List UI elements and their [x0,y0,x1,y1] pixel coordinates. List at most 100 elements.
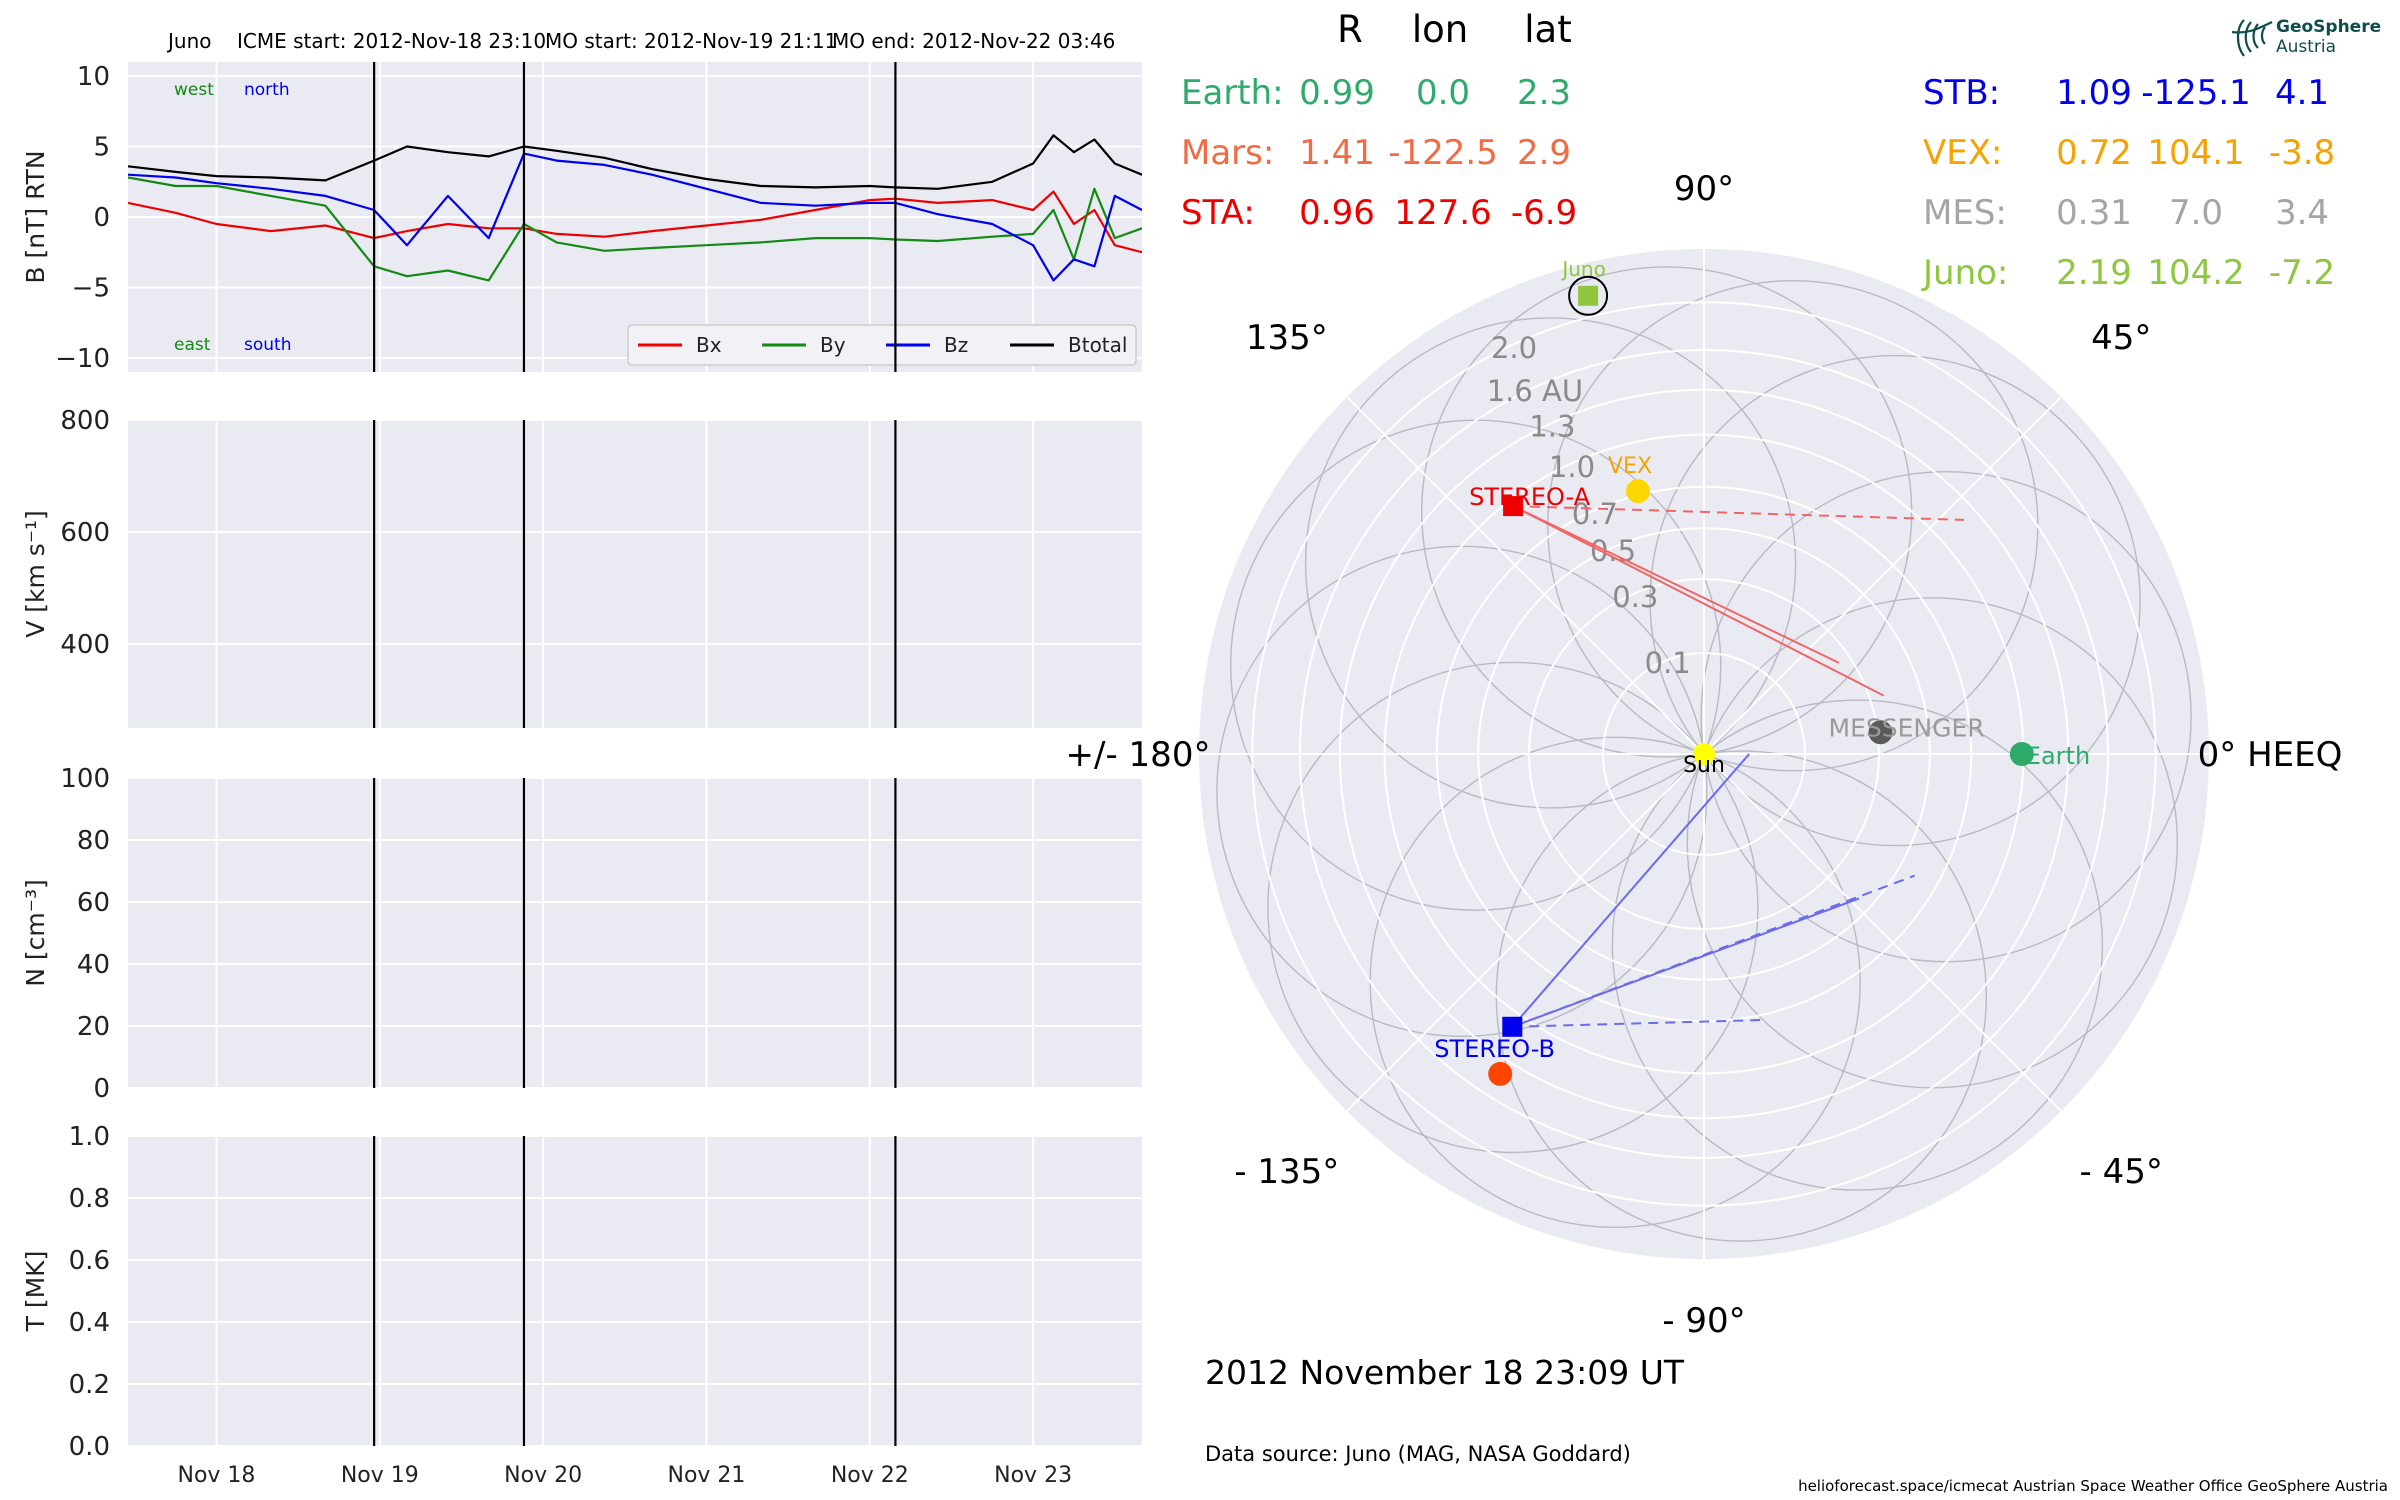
fov-dashed-line [1513,505,1965,521]
y-tick-label: 80 [77,826,110,856]
radial-tick-label: 2.0 [1491,331,1537,365]
y-tick-label: 0 [93,203,110,233]
x-tick-label: Nov 23 [994,1463,1072,1488]
geosphere-logo: GeoSphere Austria [2231,17,2381,57]
angle-label: 45° [2091,318,2151,358]
geosphere-logo-mark [2231,19,2273,57]
body-marker [1488,1061,1513,1086]
table-lon: -122.5 [1388,133,1498,173]
body-marker [1626,479,1650,504]
body-stereo-a: STEREO-A [1469,483,1591,517]
y-tick-label: 600 [60,518,110,548]
y-tick-label: 0.6 [69,1246,110,1276]
fov-line [1512,505,1840,664]
table-lat: 3.4 [2275,193,2329,233]
table-name: MES: [1923,193,2007,233]
header-spacecraft: Juno [166,29,212,53]
header-icme-start: ICME start: 2012-Nov-18 23:10 [237,29,546,53]
fov-stereo-b [1511,753,1916,1028]
table-lon: 7.0 [2169,193,2223,233]
y-tick-label: 20 [77,1012,110,1042]
body-label: MESSENGER [1829,713,1985,742]
polar-position-plot: 0.10.30.50.71.01.31.6 AU2.00° HEEQ45°90°… [1066,169,2343,1341]
y-tick-label: 1.0 [69,1122,110,1152]
y-axis-label: V [km s⁻¹] [21,510,50,638]
spiral-arc [1304,317,1797,809]
table-r: 1.09 [2056,73,2132,113]
angle-label: - 45° [2080,1152,2163,1192]
body-label: Earth [2026,742,2090,770]
panel-speed: 800 600 400 V [km s⁻¹] [21,406,1142,728]
parker-spirals [1216,266,2192,1242]
body-label: Sun [1683,753,1725,778]
body-sun: Sun [1683,743,1725,778]
body-marker [1503,496,1524,517]
y-tick-label: 0.4 [69,1308,110,1338]
table-r: 0.72 [2056,133,2132,173]
angular-spoke [1346,396,1705,755]
y-tick-label: 100 [60,764,110,794]
legend-frame [627,324,1137,366]
table-lat: 2.9 [1517,133,1571,173]
series-line-bx [128,190,1142,254]
y-axis-label: T [MK] [21,1251,50,1333]
table-lon: 104.1 [2147,133,2244,173]
annotation-north: north [244,80,290,100]
table-lat: -3.8 [2269,133,2335,173]
radial-tick-label: 0.1 [1645,646,1691,680]
logo-line1: GeoSphere [2276,17,2381,37]
angular-spoke [1703,753,2062,1112]
x-tick-label: Nov 19 [341,1463,419,1488]
header-mo-end: MO end: 2012-Nov-22 03:46 [832,29,1115,53]
y-tick-label: 60 [77,888,110,918]
series-line-bz [128,152,1142,282]
legend-label-btotal: Btotal [1068,333,1127,357]
fov-line [1512,505,1885,697]
spiral-arc [1611,699,2104,1191]
series-group [128,134,1142,282]
plot-datetime: 2012 November 18 23:09 UT [1205,1353,1685,1392]
y-axis-label: N [cm⁻³] [21,879,50,986]
header-mo-start: MO start: 2012-Nov-19 21:11 [545,29,837,53]
legend-label-bz: Bz [944,333,968,357]
angle-label: 90° [1674,169,1734,209]
body-label: STEREO-A [1469,483,1591,511]
y-tick-label: 5 [93,133,110,163]
body-vex: VEX [1608,454,1652,504]
table-name: STA: [1181,193,1255,233]
angular-spoke [1703,396,2062,755]
x-tick-label: Nov 21 [667,1463,745,1488]
body-earth: Earth [2009,742,2090,770]
fov-dashed-line [1511,874,1916,1028]
plot-background [128,1136,1142,1446]
table-lon: 0.0 [1416,73,1470,113]
x-tick-label: Nov 18 [178,1463,256,1488]
y-tick-label: 10 [77,62,110,92]
table-r: 0.96 [1299,193,1375,233]
logo-line2: Austria [2276,37,2336,57]
angle-label: - 135° [1234,1152,1339,1192]
table-r: 1.41 [1299,133,1375,173]
angle-label: +/- 180° [1066,735,1211,775]
table-lat: -6.9 [1511,193,1577,233]
y-tick-label: 800 [60,406,110,436]
table-header-lat: lat [1524,8,1571,51]
angle-label: 0° HEEQ [2198,735,2343,775]
legend-label-bx: Bx [696,333,722,357]
body-marker [1578,285,1599,306]
table-lon: 104.2 [2147,253,2244,293]
annotation-west: west [174,80,214,100]
angle-label: 135° [1246,318,1328,358]
y-tick-label: 0.0 [69,1432,110,1462]
annotation-south: south [244,335,291,355]
legend-label-by: By [820,333,846,357]
spiral-arc [1649,354,2141,847]
annotation-east: east [174,335,211,355]
table-name: Juno: [1921,253,2008,293]
series-line-btotal [128,134,1142,190]
radial-tick-label: 0.3 [1612,580,1658,614]
spiral-arc [1267,661,1759,1154]
